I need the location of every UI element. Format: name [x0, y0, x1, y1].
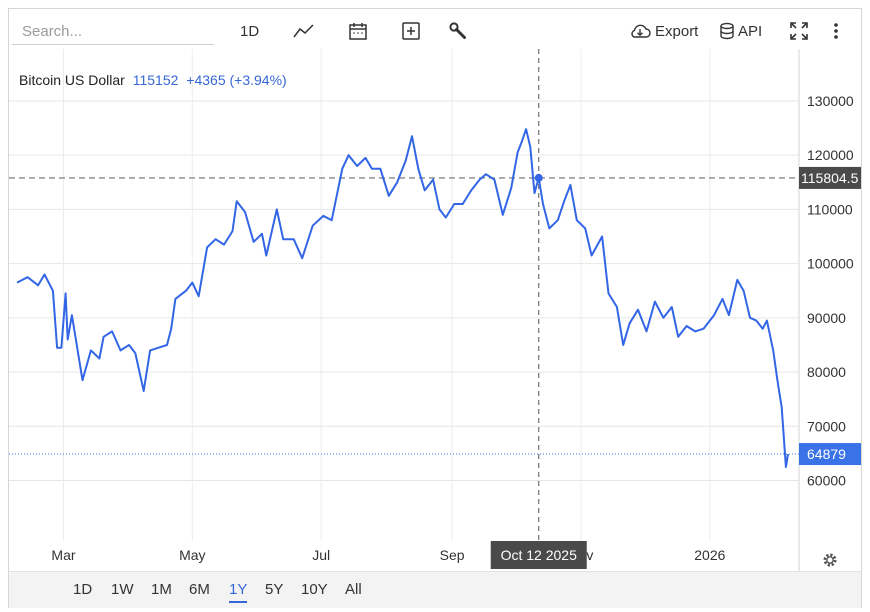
y-tick-label: 100000 — [807, 256, 854, 272]
date-range-button[interactable] — [348, 19, 368, 43]
chart-container: 1D Export API — [8, 8, 862, 608]
y-tick-label: 70000 — [807, 418, 846, 434]
x-axis: MarMayJulSepNov2026 — [51, 547, 725, 563]
plus-square-icon — [402, 22, 420, 40]
price-chart[interactable]: 60000 70000 80000 90000 100000 110000 120000 13… — [9, 9, 861, 571]
more-vertical-icon — [834, 23, 838, 39]
legend-series-name: Bitcoin US Dollar — [19, 72, 125, 88]
y-tick-label: 60000 — [807, 473, 846, 489]
range-button-1d[interactable]: 1D — [73, 581, 93, 598]
y-tick-label: 90000 — [807, 310, 846, 326]
y-axis: 60000 70000 80000 90000 100000 110000 120000 13… — [807, 93, 854, 489]
range-button-1y[interactable]: 1Y — [229, 581, 248, 603]
grid — [9, 49, 799, 541]
x-tick-label: Mar — [51, 547, 75, 563]
api-label: API — [738, 22, 763, 40]
crosshair-date-text: Oct 12 2025 — [501, 547, 577, 563]
export-button[interactable]: Export — [628, 19, 698, 43]
cloud-download-icon — [631, 24, 651, 38]
export-label: Export — [655, 22, 699, 40]
gear-icon — [823, 553, 837, 567]
crosshair-price-label: 115804.5 — [799, 166, 861, 189]
range-button-6m[interactable]: 6M — [189, 581, 210, 598]
chart-legend: Bitcoin US Dollar 115152 +4365 (+3.94%) — [19, 72, 287, 88]
line-chart-icon — [293, 24, 314, 38]
range-button-all[interactable]: All — [345, 581, 362, 598]
indicators-button[interactable] — [448, 19, 468, 43]
range-button-5y[interactable]: 5Y — [265, 581, 284, 598]
crosshair-point — [534, 173, 543, 182]
interval-label: 1D — [240, 22, 260, 40]
y-tick-label: 120000 — [807, 147, 854, 163]
range-button-1w[interactable]: 1W — [111, 581, 134, 598]
chart-settings-button[interactable] — [823, 553, 837, 567]
legend-price: 115152 — [132, 72, 179, 88]
api-button[interactable]: API — [719, 19, 762, 43]
last-price-label: 64879 — [799, 443, 861, 466]
last-price-text: 64879 — [807, 446, 846, 462]
range-selector: 1D 1W 1M 6M 1Y 5Y 10Y All — [9, 571, 861, 608]
interval-button[interactable]: 1D — [240, 19, 259, 43]
wrench-icon — [449, 22, 466, 39]
toolbar: 1D Export API — [9, 9, 861, 53]
fullscreen-icon — [790, 22, 808, 40]
legend-change: +4365 (+3.94%) — [186, 72, 287, 88]
more-menu-button[interactable] — [832, 19, 840, 43]
crosshair-price-text: 115804.5 — [801, 170, 859, 186]
y-tick-label: 130000 — [807, 93, 854, 109]
compare-button[interactable] — [401, 19, 421, 43]
x-tick-label: May — [179, 547, 205, 563]
calendar-icon — [349, 23, 367, 40]
x-tick-label: Sep — [440, 547, 465, 563]
range-button-1m[interactable]: 1M — [151, 581, 172, 598]
fullscreen-button[interactable] — [789, 19, 809, 43]
x-tick-label: Jul — [312, 547, 330, 563]
crosshair-date-label: Oct 12 2025 — [490, 541, 587, 569]
x-tick-label: 2026 — [694, 547, 725, 563]
range-button-10y[interactable]: 10Y — [301, 581, 328, 598]
y-tick-label: 110000 — [807, 201, 853, 217]
database-icon — [720, 22, 734, 40]
chart-type-button[interactable] — [293, 19, 315, 43]
y-tick-label: 80000 — [807, 364, 846, 380]
series-line-bitcoin — [16, 128, 789, 468]
search-input[interactable] — [12, 19, 214, 45]
